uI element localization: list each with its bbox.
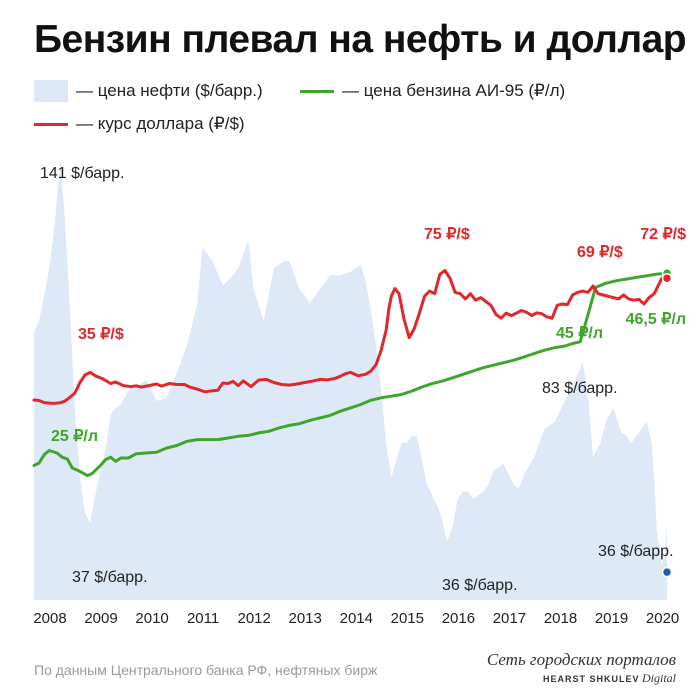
brand-sub-bold: HEARST SHKULEV [542, 674, 640, 684]
annotation-oil-83: 83 $/барр. [542, 380, 618, 397]
usd-rate-line [32, 269, 669, 405]
gasoline-price-line [32, 271, 669, 478]
x-tick-label-2016: 2016 [442, 610, 475, 627]
legend-item-usd: — курс доллара (₽/$) [34, 112, 245, 136]
brand-sub-italic: Digital [641, 671, 676, 685]
annotation-usd-75: 75 ₽/$ [424, 226, 470, 243]
x-tick-label-2015: 2015 [391, 610, 424, 627]
legend-label-usd: — курс доллара (₽/$) [76, 114, 245, 133]
x-tick-label-2019: 2019 [595, 610, 628, 627]
legend-swatch-gasoline [300, 89, 334, 93]
end-marker-usd [661, 272, 673, 284]
source-note: По данным Центрального банка РФ, нефтяны… [34, 662, 378, 678]
annotation-oil-36-2020: 36 $/барр. [598, 543, 674, 560]
legend-swatch-usd [34, 122, 68, 126]
annotation-usd-35: 35 ₽/$ [78, 326, 124, 343]
legend-item-oil: — цена нефти ($/барр.) [34, 79, 263, 103]
x-tick-label-2008: 2008 [33, 610, 66, 627]
brand-logo: Сеть городских порталов HEARST SHKULEV D… [487, 650, 676, 686]
legend-label-gasoline: — цена бензина АИ-95 (₽/л) [342, 81, 566, 100]
annotation-usd-69: 69 ₽/$ [577, 244, 623, 261]
annotation-oil-141: 141 $/барр. [40, 165, 124, 182]
legend-label-oil: — цена нефти ($/барр.) [76, 81, 263, 100]
x-tick-label-2020: 2020 [646, 610, 679, 627]
annotation-oil-37: 37 $/барр. [72, 569, 148, 586]
x-tick-label-2012: 2012 [238, 610, 271, 627]
annotation-gas-25: 25 ₽/л [51, 428, 98, 445]
annotation-gas-45: 45 ₽/л [556, 325, 603, 342]
x-tick-label-2018: 2018 [544, 610, 577, 627]
annotation-gas-46-5: 46,5 ₽/л [626, 311, 686, 328]
oil-price-area [34, 160, 667, 600]
brand-name: Сеть городских порталов [486, 650, 676, 669]
end-marker-oil [661, 566, 673, 578]
x-tick-label-2011: 2011 [187, 610, 219, 627]
legend-swatch-oil [34, 80, 68, 102]
legend-item-gasoline: — цена бензина АИ-95 (₽/л) [300, 79, 565, 103]
x-tick-label-2014: 2014 [340, 610, 373, 627]
x-tick-label-2017: 2017 [493, 610, 526, 627]
brand-subtitle: HEARST SHKULEV Digital [487, 671, 676, 686]
x-tick-label-2010: 2010 [135, 610, 168, 627]
annotation-usd-72: 72 ₽/$ [640, 226, 686, 243]
x-tick-label-2013: 2013 [289, 610, 322, 627]
chart-title: Бензин плевал на нефть и доллар [34, 18, 687, 61]
x-tick-label-2009: 2009 [84, 610, 117, 627]
annotation-oil-36-2016: 36 $/барр. [442, 577, 518, 594]
